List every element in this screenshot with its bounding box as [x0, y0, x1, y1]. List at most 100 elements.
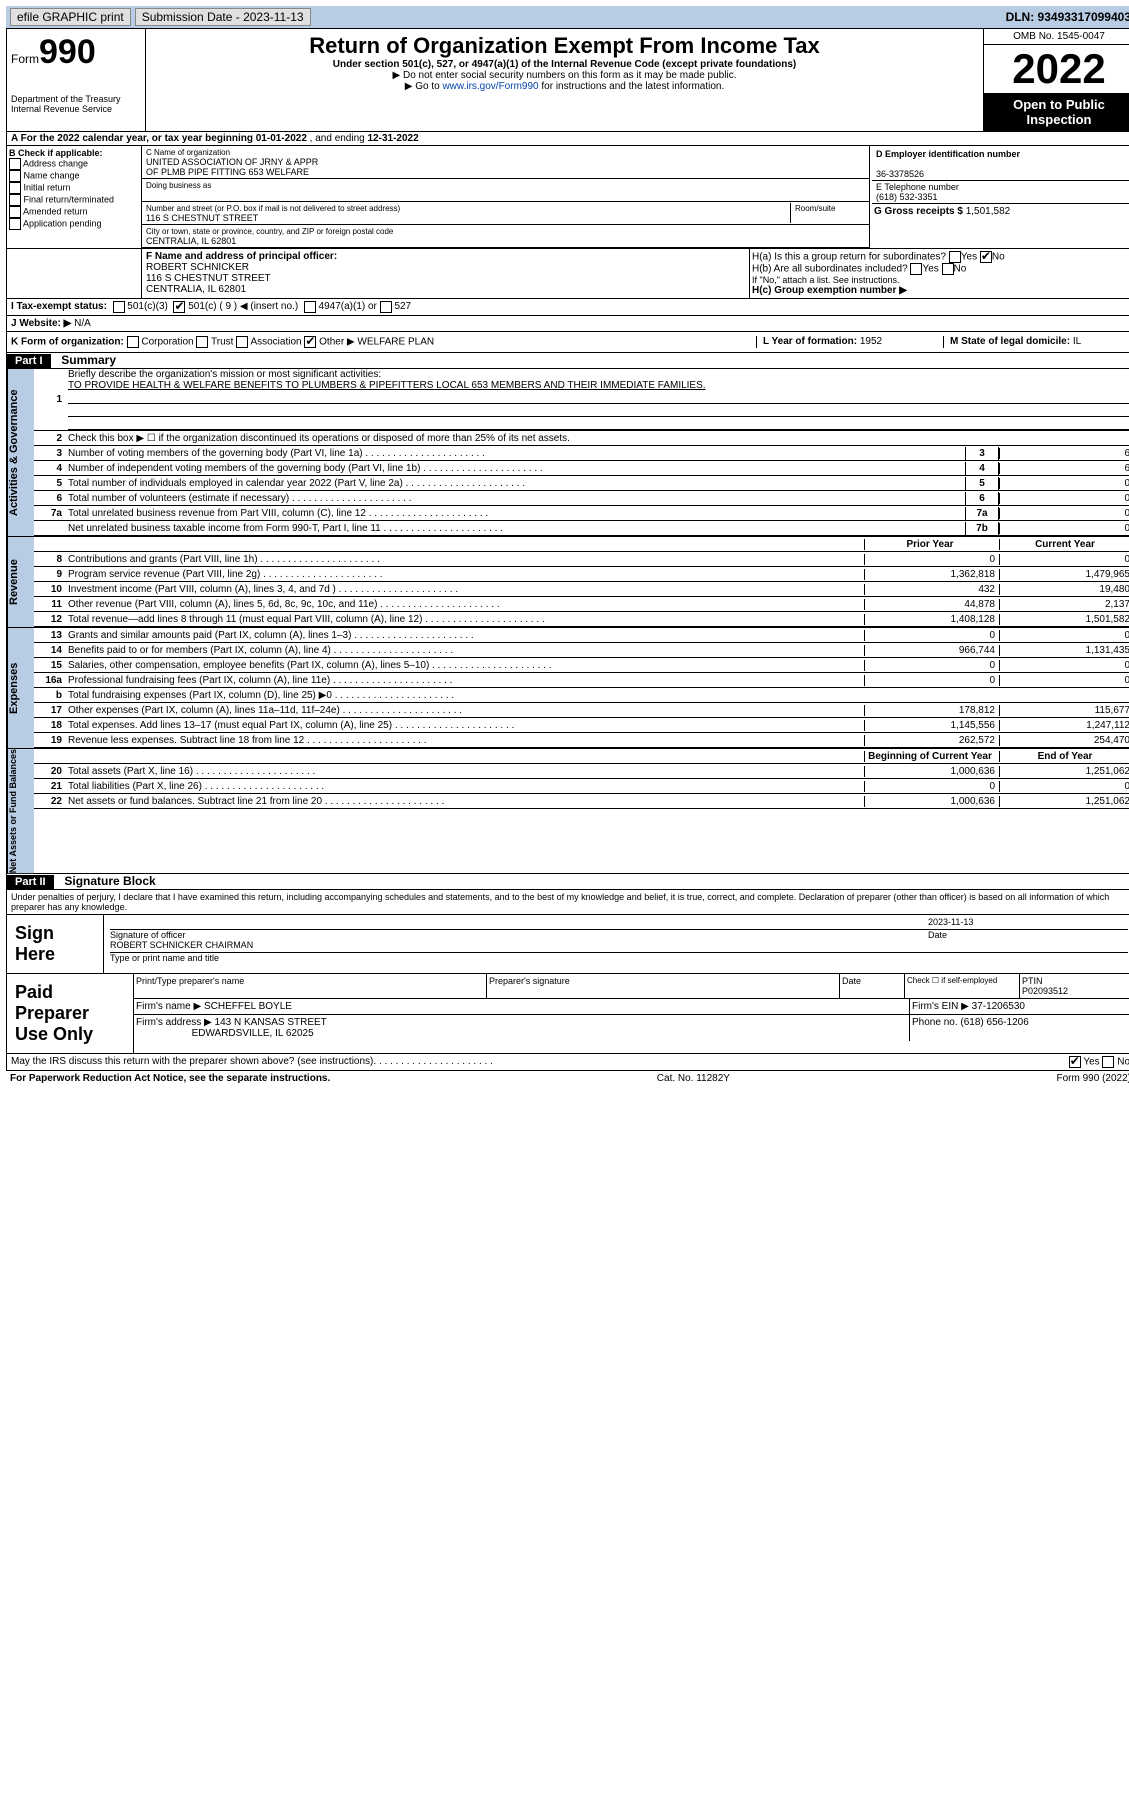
irs-link[interactable]: www.irs.gov/Form990 [442, 81, 538, 92]
i-o2: 501(c) ( 9 ) ◀ (insert no.) [188, 301, 298, 313]
omb-number: OMB No. 1545-0047 [984, 29, 1129, 45]
hb-yes[interactable] [910, 263, 922, 275]
part-i-header: Part I Summary [6, 353, 1129, 369]
i-o3: 4947(a)(1) or [319, 301, 377, 313]
k-o4: Other ▶ [319, 337, 354, 348]
k-label: K Form of organization: [11, 337, 124, 348]
hb-no[interactable] [942, 263, 954, 275]
fein-label: Firm's EIN ▶ [912, 1001, 969, 1012]
vtab-expenses: Expenses [7, 628, 34, 748]
domicile: IL [1073, 336, 1081, 347]
b-check[interactable] [9, 206, 21, 218]
b-header: B Check if applicable: [9, 148, 103, 158]
i-501c3[interactable] [113, 301, 125, 313]
b-check[interactable] [9, 194, 21, 206]
part-ii-header: Part II Signature Block [6, 874, 1129, 890]
firm-name-label: Firm's name ▶ [136, 1001, 201, 1012]
firm-addr1: 143 N KANSAS STREET [215, 1017, 327, 1028]
no-text: No [992, 252, 1005, 263]
k-other-val: WELFARE PLAN [357, 337, 434, 348]
beg-year-hdr: Beginning of Current Year [864, 751, 999, 762]
activities-governance: Activities & Governance 1Briefly describ… [6, 369, 1129, 537]
sig-officer-label: Signature of officer [110, 930, 185, 940]
ein: 36-3378526 [876, 169, 924, 179]
mission: TO PROVIDE HEALTH & WELFARE BENEFITS TO … [68, 380, 706, 391]
b-check[interactable] [9, 170, 21, 182]
period-end: 12-31-2022 [368, 133, 419, 144]
efile-topbar: efile GRAPHIC print Submission Date - 20… [6, 6, 1129, 28]
org-name-1: UNITED ASSOCIATION OF JRNY & APPR [146, 157, 318, 167]
line-i: I Tax-exempt status: 501(c)(3) 501(c) ( … [6, 299, 1129, 316]
firm-addr2: EDWARDSVILLE, IL 62025 [192, 1028, 314, 1039]
i-527[interactable] [380, 301, 392, 313]
page-footer: For Paperwork Reduction Act Notice, see … [6, 1071, 1129, 1086]
i-label: I Tax-exempt status: [11, 301, 107, 313]
dba-label: Doing business as [146, 181, 211, 190]
room-label: Room/suite [795, 204, 835, 213]
self-employed: Check ☐ if self-employed [904, 974, 1019, 998]
org-name-2: OF PLMB PIPE FITTING 653 WELFARE [146, 167, 309, 177]
i-4947[interactable] [304, 301, 316, 313]
period-mid: , and ending [307, 133, 368, 144]
ha-yes[interactable] [949, 251, 961, 263]
prep-date-hdr: Date [839, 974, 904, 998]
f-label: F Name and address of principal officer: [146, 251, 337, 262]
c-name-label: C Name of organization [146, 148, 230, 157]
d-ein-label: D Employer identification number [876, 149, 1020, 159]
tax-year: 2022 [984, 45, 1129, 93]
sign-here-block: Sign Here Signature of officer 2023-11-1… [6, 915, 1129, 974]
paid-preparer-block: Paid Preparer Use Only Print/Type prepar… [6, 974, 1129, 1054]
vtab-revenue: Revenue [7, 537, 34, 627]
end-year-hdr: End of Year [999, 751, 1129, 762]
cat-no: Cat. No. 11282Y [657, 1073, 730, 1084]
website: N/A [74, 318, 91, 329]
part-i-label: Part I [7, 354, 51, 368]
part-ii-label: Part II [7, 875, 54, 889]
officer-name: ROBERT SCHNICKER [146, 262, 249, 273]
submission-date: Submission Date - 2023-11-13 [135, 8, 311, 26]
g-gross-label: G Gross receipts $ [874, 206, 963, 217]
open-to-public: Open to Public Inspection [984, 93, 1129, 131]
b-check[interactable] [9, 158, 21, 170]
firm-name: SCHEFFEL BOYLE [204, 1001, 292, 1012]
i-501c[interactable] [173, 301, 185, 313]
hb-label: H(b) Are all subordinates included? [752, 264, 908, 275]
k-trust[interactable] [196, 336, 208, 348]
date-label: Date [928, 930, 947, 940]
part-ii-title: Signature Block [56, 874, 155, 888]
efile-label[interactable]: efile GRAPHIC print [10, 8, 131, 26]
l2: Check this box ▶ ☐ if the organization d… [68, 433, 1129, 444]
line-klm: K Form of organization: Corporation Trus… [6, 332, 1129, 353]
e-phone-label: E Telephone number [876, 182, 959, 192]
jurat: Under penalties of perjury, I declare th… [6, 890, 1129, 915]
k-other[interactable] [304, 336, 316, 348]
ha-label: H(a) Is this a group return for subordin… [752, 252, 946, 263]
gross-receipts: 1,501,582 [966, 206, 1011, 217]
line-a-period: A For the 2022 calendar year, or tax yea… [6, 132, 1129, 146]
hb-note: If "No," attach a list. See instructions… [752, 275, 1129, 285]
revenue-section: Revenue Prior Year Current Year 8Contrib… [6, 537, 1129, 628]
b-check[interactable] [9, 218, 21, 230]
city-state-zip: CENTRALIA, IL 62801 [146, 236, 236, 246]
vtab-netassets: Net Assets or Fund Balances [7, 749, 34, 873]
year-formed: 1952 [860, 336, 882, 347]
l1-label: Briefly describe the organization's miss… [68, 369, 381, 380]
dept: Department of the Treasury Internal Reve… [11, 94, 141, 114]
k-corp[interactable] [127, 336, 139, 348]
prep-sig-hdr: Preparer's signature [486, 974, 839, 998]
yes-text: Yes [961, 252, 977, 263]
discuss-yes[interactable] [1069, 1056, 1081, 1068]
prior-year-hdr: Prior Year [864, 539, 999, 550]
discuss-no[interactable] [1102, 1056, 1114, 1068]
officer-printed: ROBERT SCHNICKER CHAIRMAN [110, 940, 1128, 953]
under-section: Under section 501(c), 527, or 4947(a)(1)… [150, 59, 979, 70]
k-o2: Trust [211, 337, 233, 348]
j-label: J Website: ▶ [11, 318, 71, 329]
ssn-warning: ▶ Do not enter social security numbers o… [150, 70, 979, 81]
l-label: L Year of formation: [763, 336, 857, 347]
b-check[interactable] [9, 182, 21, 194]
k-assoc[interactable] [236, 336, 248, 348]
sign-here: Sign Here [7, 915, 103, 973]
ha-no[interactable] [980, 251, 992, 263]
vtab-governance: Activities & Governance [7, 369, 34, 536]
